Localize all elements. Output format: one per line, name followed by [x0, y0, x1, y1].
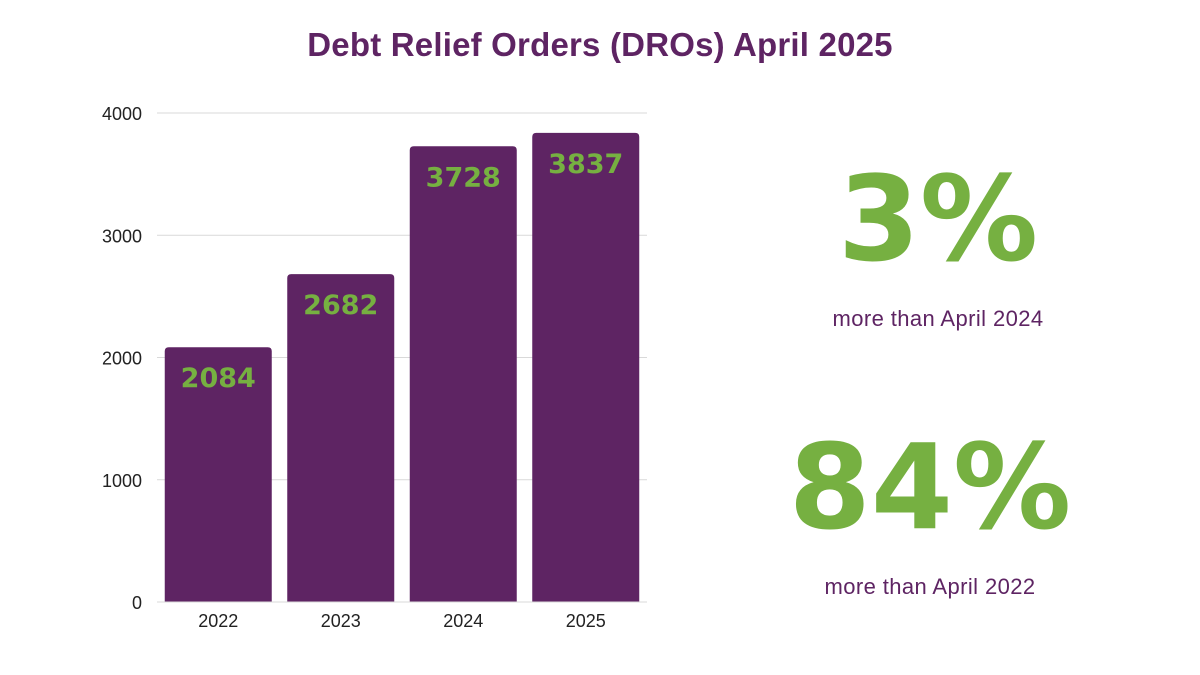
x-tick-label: 2023 [321, 611, 361, 631]
bar-2023 [287, 274, 395, 602]
bar-2024 [409, 146, 517, 602]
x-tick-label: 2025 [566, 611, 606, 631]
x-tick-label: 2024 [443, 611, 483, 631]
y-tick-label: 1000 [102, 471, 142, 491]
bar-data-label: 2084 [181, 363, 256, 394]
bar-data-labels: 2084 2682 3728 3837 [181, 149, 624, 394]
x-tick-label: 2022 [198, 611, 238, 631]
stat-caption: more than April 2022 [824, 574, 1036, 599]
y-tick-label: 3000 [102, 226, 142, 246]
y-tick-label: 2000 [102, 349, 142, 369]
y-axis-tick-labels: 0 1000 2000 3000 4000 [102, 104, 142, 613]
bar-data-label: 3728 [426, 162, 501, 193]
bar-2025 [532, 132, 640, 602]
stat-block-vs-2024: 3% more than April 2024 [728, 160, 1148, 332]
y-tick-label: 4000 [102, 104, 142, 124]
bars [164, 132, 640, 602]
bar-data-label: 2682 [303, 290, 378, 321]
chart-title: Debt Relief Orders (DROs) April 2025 [307, 26, 893, 63]
bar-data-label: 3837 [548, 149, 623, 180]
stat-block-vs-2022: 84% more than April 2022 [720, 428, 1140, 600]
y-tick-label: 0 [132, 593, 142, 613]
stat-value: 84% [788, 418, 1072, 556]
bar-2022 [164, 347, 272, 602]
x-axis-tick-labels: 2022 2023 2024 2025 [198, 611, 606, 631]
stat-value: 3% [837, 150, 1039, 288]
stat-caption: more than April 2024 [832, 306, 1044, 331]
